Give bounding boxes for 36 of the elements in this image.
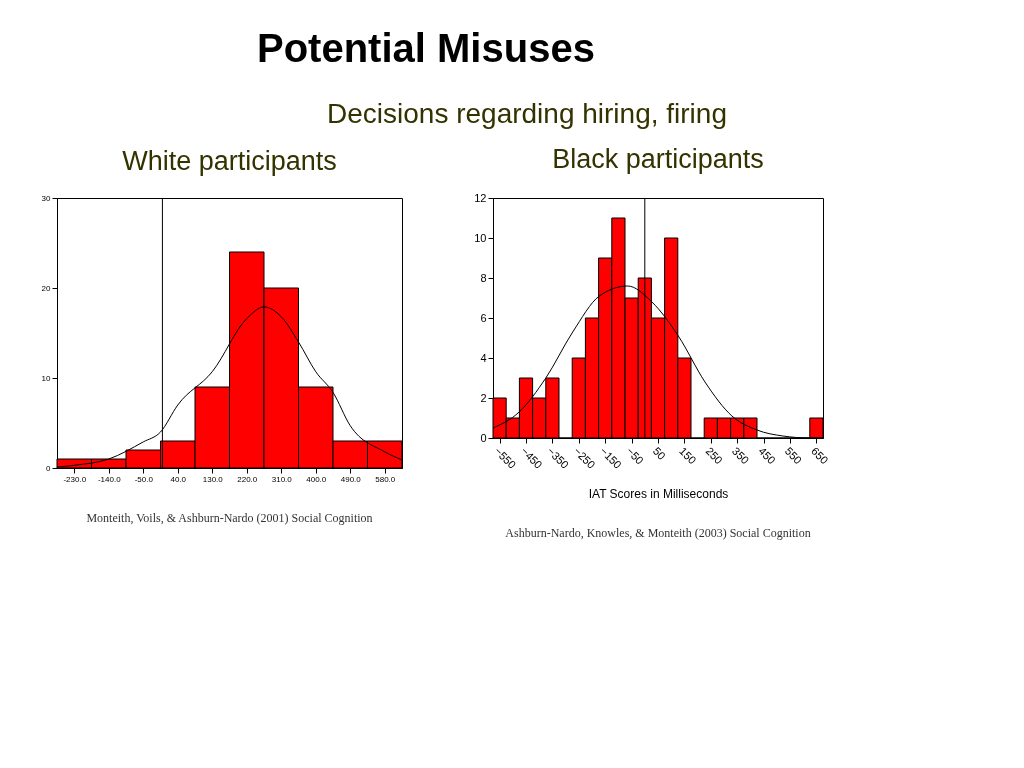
y-tick-label: 12 [474, 191, 487, 204]
text: Monteith, Voils, & Ashburn-Nardo (2001) Social Cognition [86, 511, 373, 525]
x-tick-label: 650 [809, 444, 831, 467]
x-tick-label: 40.0 [170, 474, 187, 484]
y-tick-label: 10 [41, 373, 52, 383]
x-tick-label: −50 [624, 444, 647, 467]
x-tick-label: 150 [677, 444, 699, 467]
x-tick-label: 50 [650, 444, 668, 462]
x-tick-label: 220.0 [237, 474, 258, 484]
x-tick-label: 350 [729, 444, 752, 467]
x-tick-label: -50.0 [134, 474, 154, 484]
y-tick-label: 2 [480, 391, 487, 404]
x-tick-label: 550 [782, 444, 805, 467]
y-tick-label: 20 [41, 283, 52, 293]
y-tick-label: 0 [46, 463, 52, 473]
x-tick-label: 450 [756, 444, 778, 467]
x-tick-label: 310.0 [271, 474, 293, 484]
text: Potential Misuses [257, 26, 595, 70]
text: Ashburn-Nardo, Knowles, & Monteith (2003) Social Cognition [505, 526, 811, 540]
y-tick-label: 6 [480, 311, 487, 324]
x-tick-label: -140.0 [97, 474, 122, 484]
y-tick-label: 0 [480, 431, 487, 444]
x-tick-label: -230.0 [63, 474, 87, 484]
text: Decisions regarding hiring, firing [327, 98, 727, 129]
x-tick-label: 130.0 [202, 474, 224, 484]
y-tick-label: 4 [480, 351, 487, 364]
x-tick-label: 250 [703, 444, 725, 467]
y-tick-label: 8 [480, 271, 487, 284]
y-tick-label: 10 [474, 231, 487, 244]
x-axis-title: IAT Scores in Milliseconds [588, 486, 729, 501]
y-tick-label: 30 [41, 193, 52, 203]
x-tick-label: 580.0 [375, 474, 396, 484]
x-tick-label: 400.0 [306, 474, 327, 484]
chart-title: White participants [122, 146, 337, 176]
x-tick-label: 490.0 [340, 474, 362, 484]
chart-title: Black participants [552, 144, 764, 174]
